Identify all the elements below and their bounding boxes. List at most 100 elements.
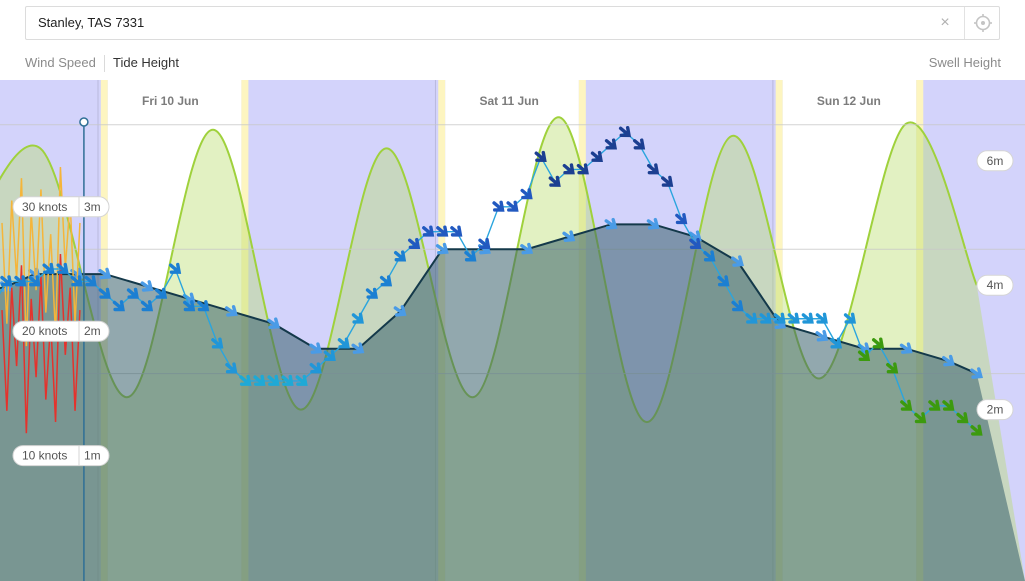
- wind-arrow: [717, 275, 730, 287]
- wind-arrow: [661, 175, 674, 187]
- swell-line: [0, 223, 978, 375]
- dusk-band: [916, 80, 924, 581]
- wind-arrow: [169, 262, 182, 274]
- tick-pill: [976, 150, 1014, 172]
- right-axis-tick: 6m: [976, 150, 1014, 172]
- wind-arrow: [337, 337, 350, 349]
- wind-arrow: [942, 399, 955, 411]
- wind-arrow: [239, 374, 252, 386]
- right-tick-label: 2m: [987, 403, 1004, 417]
- locate-icon[interactable]: [974, 14, 992, 32]
- swell-arrow: [224, 305, 238, 317]
- tick-pill: [976, 399, 1014, 421]
- day-label: Sun 12 Jun: [817, 94, 881, 108]
- wind-arrow: [703, 250, 716, 262]
- wind-arrow: [253, 374, 266, 386]
- swell-arrow: [435, 242, 449, 255]
- search-divider: [964, 7, 965, 39]
- wind-arrow: [211, 337, 224, 349]
- tab-divider: [104, 55, 105, 72]
- tick-pill: [12, 196, 110, 218]
- swell-arrow: [520, 242, 534, 255]
- wind-arrow: [956, 412, 969, 424]
- swell-arrow: [646, 217, 660, 230]
- wind-arrow: [872, 337, 885, 349]
- wind-arrow: [422, 225, 435, 237]
- swell-arrow: [98, 267, 112, 280]
- wind-arrow: [197, 300, 210, 312]
- wind-arrow: [408, 237, 421, 250]
- wind-arrow: [450, 225, 463, 237]
- middle-tick-label: 1m: [84, 449, 101, 463]
- middle-tick-label: 2m: [84, 324, 101, 338]
- location-search-input[interactable]: Stanley, TAS 7331: [38, 15, 145, 30]
- wind-arrow: [0, 275, 13, 287]
- wind-arrow: [84, 275, 97, 287]
- wind-arrow: [98, 287, 111, 299]
- wind-arrow: [126, 287, 139, 299]
- tab-swell-height[interactable]: Swell Height: [928, 55, 1001, 70]
- wind-arrow: [534, 150, 547, 162]
- wind-series: [0, 125, 983, 436]
- forecast-chart[interactable]: Fri 10 Jun Sat 11 Jun Sun 12 Jun 10 knots 1m…: [0, 80, 1025, 581]
- left-tick-label: 20 knots: [22, 324, 67, 338]
- right-tick-label: 4m: [987, 278, 1004, 292]
- wind-arrow: [900, 399, 913, 411]
- wind-arrow: [464, 250, 477, 262]
- wind-arrow: [140, 300, 154, 312]
- tick-pill: [12, 445, 110, 467]
- swell-arrow: [140, 280, 154, 292]
- wind-arrow: [590, 150, 603, 162]
- tick-pill: [12, 320, 110, 342]
- left-axis-tick: 20 knots 2m: [12, 320, 110, 342]
- wind-arrow: [745, 312, 758, 324]
- swell-arrow: [899, 342, 913, 354]
- wind-arrow: [351, 312, 364, 324]
- wind-arrow: [281, 374, 294, 386]
- wind-arrow: [731, 300, 744, 312]
- wind-arrow: [548, 175, 561, 187]
- wind-arrow: [857, 349, 871, 362]
- swell-arrow: [309, 342, 323, 354]
- wind-arrow: [295, 374, 308, 386]
- wind-arrow: [183, 300, 196, 312]
- wind-arrow: [154, 287, 168, 299]
- wind-arrow: [618, 125, 632, 138]
- wind-arrow: [42, 262, 55, 274]
- wind-arrow: [632, 138, 646, 150]
- wind-gust-line: [1, 166, 81, 347]
- wind-arrow: [689, 237, 702, 250]
- axis-labels: Fri 10 Jun Sat 11 Jun Sun 12 Jun 10 knots 1m…: [12, 94, 1014, 467]
- wind-arrow: [379, 275, 393, 287]
- wind-arrow: [56, 262, 69, 274]
- wind-arrow: [914, 412, 927, 424]
- clear-icon[interactable]: ×: [940, 14, 950, 31]
- tick-pill: [976, 274, 1014, 296]
- day-label: Sat 11 Jun: [479, 94, 538, 108]
- wind-arrow: [759, 312, 772, 324]
- right-tick-label: 6m: [987, 154, 1004, 168]
- wind-arrow: [492, 200, 505, 212]
- swell-arrow: [562, 230, 576, 242]
- swell-arrow: [267, 317, 280, 330]
- wind-arrow: [112, 300, 125, 312]
- tab-wind-speed[interactable]: Wind Speed: [25, 55, 96, 70]
- wind-arrow: [886, 362, 899, 374]
- wind-arrow: [225, 362, 238, 374]
- wind-arrow: [323, 349, 336, 362]
- time-cursor-handle[interactable]: [79, 117, 89, 127]
- tab-tide-height[interactable]: Tide Height: [113, 55, 179, 70]
- location-search[interactable]: Stanley, TAS 7331 ×: [25, 6, 1000, 40]
- left-tick-label: 10 knots: [22, 449, 67, 463]
- wind-arrow: [520, 188, 533, 200]
- wind-arrow: [843, 312, 857, 324]
- wind-arrow: [28, 275, 41, 287]
- swell-arrow: [393, 305, 407, 317]
- swell-arrow: [731, 255, 744, 267]
- wind-arrow: [647, 163, 660, 175]
- wind-arrow: [604, 138, 618, 150]
- wind-arrow: [928, 399, 941, 411]
- wind-arrow: [436, 225, 449, 237]
- right-axis-tick: 4m: [976, 274, 1014, 296]
- wind-arrow: [393, 250, 407, 262]
